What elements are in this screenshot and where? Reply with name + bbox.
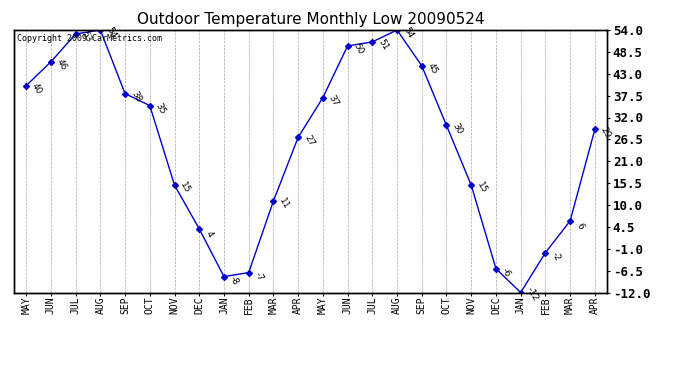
Text: Copyright 2009 CarMetrics.com: Copyright 2009 CarMetrics.com [17,34,161,43]
Title: Outdoor Temperature Monthly Low 20090524: Outdoor Temperature Monthly Low 20090524 [137,12,484,27]
Text: 15: 15 [179,181,193,195]
Text: 45: 45 [426,62,440,76]
Text: 53: 53 [80,30,93,44]
Text: 4: 4 [204,230,214,239]
Text: -7: -7 [253,271,265,283]
Text: 38: 38 [129,90,143,104]
Text: 40: 40 [30,82,43,96]
Text: 35: 35 [154,102,168,116]
Text: 51: 51 [377,38,390,52]
Text: 46: 46 [55,58,68,72]
Text: 27: 27 [302,134,316,148]
Text: -2: -2 [549,251,562,263]
Text: 54: 54 [104,26,118,40]
Text: 37: 37 [327,93,341,108]
Text: 50: 50 [352,42,365,56]
Text: -6: -6 [500,267,513,279]
Text: -12: -12 [525,286,540,303]
Text: 15: 15 [475,181,489,195]
Text: -8: -8 [228,274,240,287]
Text: 6: 6 [574,222,585,231]
Text: 54: 54 [401,26,415,40]
Text: 11: 11 [277,197,291,211]
Text: 29: 29 [599,125,613,140]
Text: 30: 30 [451,122,464,136]
